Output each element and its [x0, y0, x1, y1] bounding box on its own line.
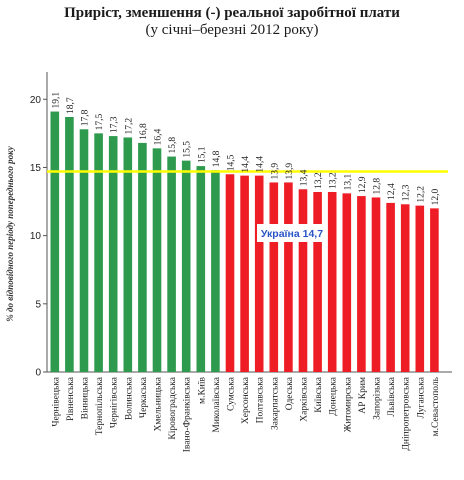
x-tick-label: Донецька: [329, 376, 339, 415]
x-tick-label: Черкаська: [139, 376, 149, 418]
bar: [108, 136, 118, 372]
x-tick-label: Кіровоградська: [168, 376, 178, 439]
reference-line-group: Україна 14,7: [47, 170, 448, 242]
data-labels: 19,1 18,7 17,8 17,5 17,3 17,2 16,8 16,4 15,8 15,5…: [51, 92, 441, 206]
data-label: 15,5: [183, 141, 193, 158]
y-tick-label: 0: [35, 368, 41, 379]
data-label: 13,4: [300, 169, 310, 186]
data-label: 16,8: [139, 123, 149, 140]
x-tick-label: м.Севастополь: [431, 376, 441, 436]
bar: [196, 166, 206, 372]
bar: [225, 174, 235, 372]
bar: [94, 133, 103, 372]
y-axis-label: % до відповідного періоду попереднього р…: [5, 145, 15, 321]
data-label: 14,8: [212, 150, 222, 167]
data-label: 12,8: [373, 178, 383, 195]
x-tick-label: Полтавська: [256, 376, 266, 423]
reference-annotation: Україна 14,7: [261, 228, 323, 240]
data-label: 13,9: [270, 163, 280, 180]
x-tick-label: Чернігівська: [110, 376, 120, 428]
bar: [152, 148, 162, 372]
chart-title: Приріст, зменшення (-) реальної заробітн…: [64, 5, 400, 21]
bar: [357, 196, 366, 372]
data-label: 15,8: [168, 137, 178, 154]
x-tick-label: Івано-Франківська: [183, 376, 193, 452]
bar: [284, 182, 293, 372]
x-tick-label: АР Крим: [358, 377, 368, 414]
chart-subtitle: (у січні–березні 2012 року): [145, 22, 319, 38]
data-label: 17,8: [81, 109, 91, 126]
data-label: 12,2: [416, 186, 426, 203]
x-tick-label: Дніпропетровська: [402, 376, 412, 450]
x-tick-label: Харківська: [300, 376, 310, 422]
x-tick-label: Херсонська: [241, 376, 251, 424]
bar: [400, 204, 410, 372]
y-tick-label: 10: [30, 231, 42, 242]
x-tick-label: Запорізька: [373, 376, 383, 420]
bar: [327, 192, 337, 372]
data-label: 17,2: [124, 118, 134, 135]
bar: [313, 192, 322, 372]
data-label: 14,4: [241, 156, 251, 173]
x-tick-label: Луганська: [416, 376, 426, 418]
bar: [50, 111, 60, 372]
data-label: 13,1: [343, 173, 353, 190]
data-label: 13,2: [329, 172, 339, 189]
bar: [386, 202, 395, 372]
data-label: 12,9: [358, 176, 368, 193]
category-labels: Чернівецька Рівненська Вінницька Тернопільс…: [51, 376, 441, 452]
bar: [123, 137, 133, 372]
data-label: 17,5: [95, 113, 105, 130]
x-tick-label: Львівська: [387, 376, 397, 416]
x-tick-label: Миколаївська: [212, 376, 222, 432]
bar: [65, 117, 74, 372]
annotation-box: [257, 224, 327, 242]
bar: [211, 170, 220, 372]
x-tick-label: Хмельницька: [154, 376, 164, 431]
y-tick-label: 5: [35, 299, 41, 310]
data-label: 16,4: [154, 128, 164, 145]
bar: [342, 193, 352, 372]
data-label: 12,3: [402, 184, 412, 201]
bar: [181, 160, 191, 372]
bar: [371, 197, 381, 372]
data-label: 17,3: [110, 116, 120, 133]
data-label: 18,7: [66, 97, 76, 114]
data-label: 13,9: [285, 163, 295, 180]
data-label: 14,4: [256, 156, 266, 173]
data-label: 12,4: [387, 183, 397, 200]
bar: [167, 156, 176, 372]
x-tick-label: Вінницька: [81, 376, 91, 419]
bar: [138, 142, 147, 372]
bar: [430, 208, 439, 372]
data-label: 19,1: [51, 92, 61, 109]
data-label: 13,2: [314, 172, 324, 189]
data-label: 14,5: [227, 154, 237, 171]
x-tick-label: Житомирська: [343, 376, 353, 432]
x-tick-label: Київська: [314, 376, 324, 413]
x-tick-label: Чернівецька: [51, 376, 61, 426]
x-tick-label: Рівненська: [66, 376, 76, 421]
data-label: 15,1: [197, 146, 207, 163]
bar-series: [50, 111, 439, 372]
bar: [240, 175, 249, 372]
bar: [415, 205, 425, 372]
x-tick-label: м.Київ: [197, 376, 207, 403]
bar: [298, 189, 308, 372]
bar: [269, 182, 279, 372]
bar: [254, 175, 264, 372]
x-tick-label: Тернопільська: [95, 376, 105, 435]
x-tick-label: Волинська: [124, 376, 134, 420]
x-tick-label: Одеська: [285, 376, 295, 410]
x-tick-label: Сумська: [227, 376, 237, 411]
bar: [79, 129, 89, 372]
y-tick-label: 15: [30, 163, 42, 174]
y-tick-label: 20: [30, 95, 42, 106]
x-tick-label: Закарпатська: [270, 376, 280, 430]
data-label: 12,0: [431, 188, 441, 205]
